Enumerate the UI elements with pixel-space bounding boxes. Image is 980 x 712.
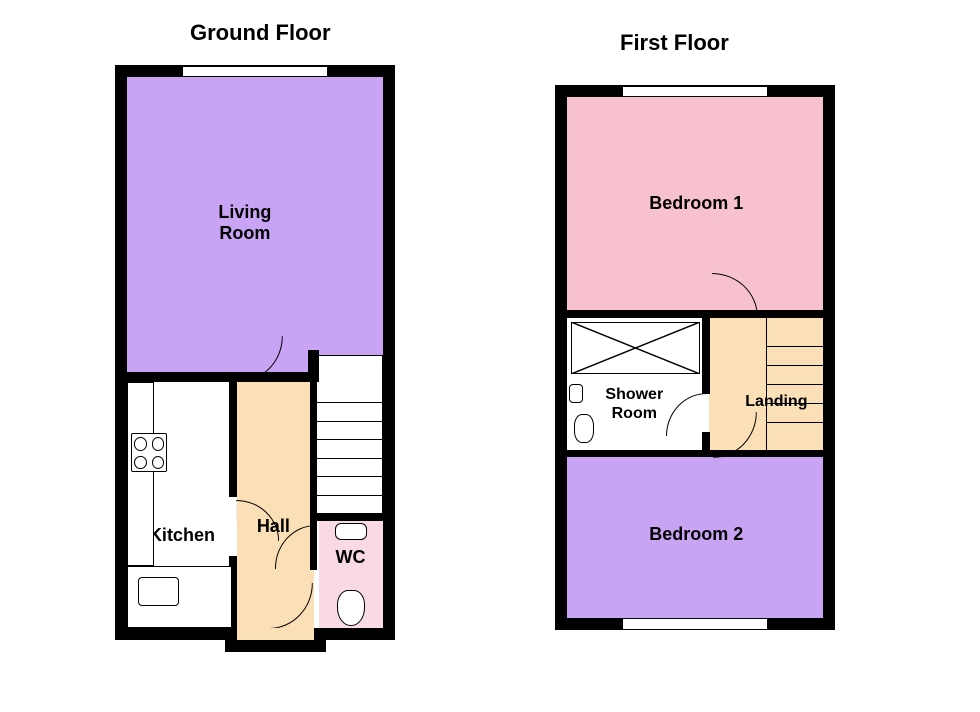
room-label-kitchen: Kitchen [149,525,215,547]
stair-tread [314,421,383,422]
room-bedroom2: Bedroom 2 [567,457,823,618]
entry-alcove [225,628,327,652]
ground-floor-title: Ground Floor [190,20,331,46]
fixture [134,456,147,469]
ground-floor-plan: Living RoomKitchenHallWC [115,65,395,640]
first-floor-title: First Floor [620,30,729,56]
first-floor-plan: Bedroom 1Shower RoomLandingBedroom 2 [555,85,835,630]
stair-tread [766,365,823,366]
room-stairs-g [314,355,383,513]
stair-tread [314,458,383,459]
window [622,618,768,630]
stair-tread [314,439,383,440]
room-label-shower: Shower Room [605,385,663,423]
room-label-bedroom1: Bedroom 1 [649,193,743,215]
room-label-wc: WC [335,547,365,569]
internal-wall [314,355,315,513]
stair-tread [314,495,383,496]
stair-tread [314,402,383,403]
stair-tread [314,476,383,477]
fixture [138,577,179,606]
fixture [337,590,364,626]
internal-wall [702,318,709,394]
internal-wall [766,318,767,452]
internal-wall [567,310,823,318]
internal-wall [567,450,823,458]
internal-wall [229,382,236,497]
internal-wall [382,355,383,513]
fixture [134,437,147,450]
room-label-bedroom2: Bedroom 2 [649,524,743,546]
window [182,66,328,77]
fixture [574,414,594,443]
internal-wall [314,355,383,356]
fixture [335,523,366,540]
internal-wall [310,513,383,521]
room-bedroom1: Bedroom 1 [567,97,823,312]
fixture [152,437,165,450]
stair-tread [766,384,823,385]
shower-tray-detail [571,322,701,375]
internal-wall [127,372,314,382]
stair-tread [766,403,823,404]
fixture [569,384,584,403]
fixture [127,382,154,566]
stair-tread [766,346,823,347]
room-label-living: Living Room [218,202,271,245]
room-living: Living Room [127,77,383,374]
window [622,86,768,97]
stair-tread [766,422,823,423]
